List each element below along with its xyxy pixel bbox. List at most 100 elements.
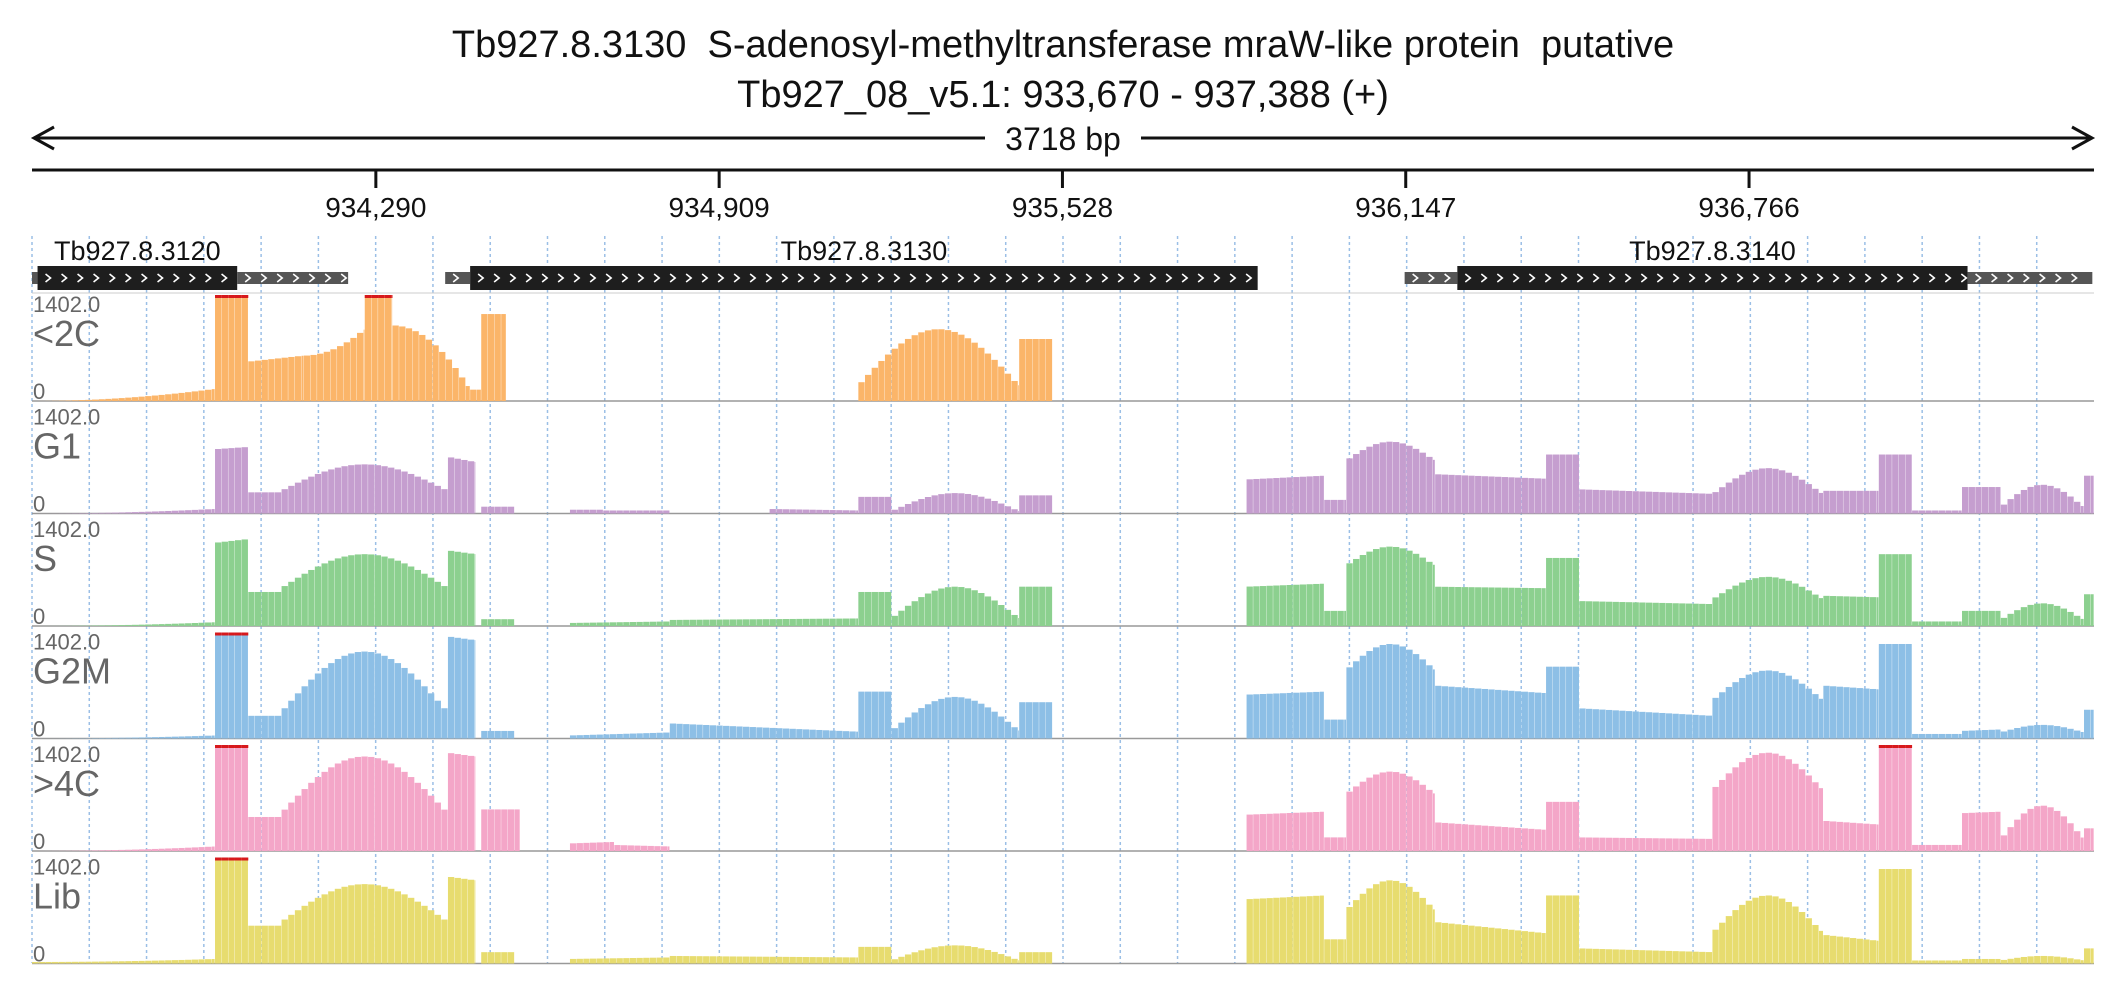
- coverage-bar: [1032, 952, 1039, 964]
- coverage-bar: [1534, 588, 1542, 626]
- coverage-bar: [215, 632, 222, 739]
- coverage-bar: [865, 691, 872, 739]
- coverage-bar: [776, 728, 783, 739]
- coverage-bar: [736, 619, 743, 626]
- coverage-bar: [904, 954, 912, 964]
- coverage-bar: [447, 877, 455, 964]
- coverage-bar: [1552, 801, 1560, 851]
- coverage-bar: [1869, 824, 1877, 851]
- coverage-bar: [2090, 948, 2094, 964]
- strand-chevron: [1944, 273, 1952, 283]
- coverage-bar: [221, 632, 228, 739]
- coverage-bar: [501, 952, 508, 964]
- coverage-bar: [576, 622, 583, 626]
- coverage-bar: [98, 850, 105, 851]
- coverage-bar: [669, 955, 677, 964]
- coverage-bar: [487, 809, 495, 851]
- coverage-bar: [105, 398, 112, 401]
- ruler-tick-label: 934,290: [325, 192, 426, 223]
- coverage-bar: [1938, 844, 1946, 851]
- coverage-bar: [98, 399, 105, 401]
- coverage-bar: [1299, 476, 1307, 514]
- clip-marker: [228, 857, 235, 861]
- coverage-bar: [1039, 952, 1046, 964]
- coverage-bar: [1324, 837, 1331, 851]
- coverage-bar: [891, 509, 898, 514]
- coverage-bar: [836, 957, 843, 964]
- coverage-bar: [596, 734, 603, 739]
- coverage-bar: [328, 891, 335, 964]
- coverage-bar: [822, 509, 830, 514]
- coverage-bar: [1455, 475, 1462, 514]
- coverage-bar: [301, 573, 308, 626]
- coverage-bar: [1699, 603, 1706, 626]
- coverage-bar: [978, 703, 985, 739]
- clip-marker: [1905, 745, 1913, 748]
- coverage-bar: [1337, 939, 1344, 964]
- coverage-bar: [198, 959, 205, 964]
- coverage-bar: [427, 795, 435, 851]
- coverage-bar: [1455, 587, 1462, 626]
- clip-marker: [1885, 745, 1893, 748]
- coverage-bar: [310, 354, 317, 401]
- coverage-bar: [138, 849, 145, 851]
- coverage-bar: [1798, 479, 1806, 514]
- coverage-bar: [1945, 510, 1952, 514]
- coverage-bar: [769, 619, 776, 626]
- coverage-bar: [105, 850, 112, 851]
- coverage-bar: [938, 946, 945, 964]
- coverage-bar: [1448, 686, 1455, 739]
- coverage-bar: [165, 510, 172, 514]
- coverage-bar: [1863, 490, 1870, 514]
- coverage-bar: [151, 737, 159, 739]
- strand-chevron: [2055, 273, 2062, 283]
- coverage-bar: [904, 504, 912, 514]
- coverage-bar: [782, 619, 790, 626]
- coverage-bar: [1319, 691, 1324, 739]
- coverage-bar: [98, 625, 105, 626]
- coverage-bar: [1679, 714, 1686, 739]
- strand-chevron: [1560, 273, 1568, 283]
- coverage-bar: [421, 789, 428, 851]
- coverage-bar: [1366, 551, 1373, 626]
- coverage-bar: [421, 905, 428, 964]
- coverage-bar: [1592, 837, 1599, 851]
- coverage-bar: [749, 727, 756, 739]
- coverage-bar: [1812, 488, 1819, 514]
- coverage-bar: [1392, 880, 1400, 964]
- coverage-bar: [789, 728, 796, 739]
- coverage-bar: [1039, 702, 1046, 739]
- clip-marker: [221, 857, 229, 861]
- coverage-bar: [776, 619, 783, 626]
- coverage-bar: [1639, 950, 1646, 964]
- coverage-bar: [1559, 557, 1566, 626]
- strand-chevron: [1896, 273, 1904, 283]
- coverage-bar: [944, 330, 952, 401]
- coverage-bar: [494, 619, 501, 626]
- coverage-bar: [211, 389, 215, 401]
- coverage-bar: [221, 295, 228, 401]
- coverage-bar: [1344, 719, 1347, 739]
- coverage-bar: [603, 734, 610, 739]
- coverage-bar: [341, 760, 348, 851]
- coverage-bar: [368, 554, 375, 626]
- coverage-bar: [348, 885, 355, 964]
- coverage-bar: [849, 510, 856, 514]
- coverage-bar: [1619, 710, 1626, 739]
- coverage-bar: [1330, 499, 1338, 514]
- coverage-bar: [1324, 719, 1331, 739]
- coverage-bar: [394, 663, 402, 739]
- coverage-bar: [1692, 603, 1699, 626]
- gene-utr: [237, 272, 349, 284]
- coverage-bar: [138, 960, 145, 964]
- coverage-bar: [603, 958, 610, 964]
- coverage-bar: [1725, 589, 1733, 626]
- coverage-bar: [796, 956, 803, 964]
- coverage-bar: [1592, 948, 1599, 964]
- coverage-bar: [165, 736, 172, 739]
- coverage-bar: [1419, 557, 1426, 626]
- coverage-bar: [2060, 608, 2068, 626]
- coverage-bar: [474, 554, 476, 626]
- strand-chevron: [605, 273, 613, 283]
- coverage-bar: [703, 724, 710, 739]
